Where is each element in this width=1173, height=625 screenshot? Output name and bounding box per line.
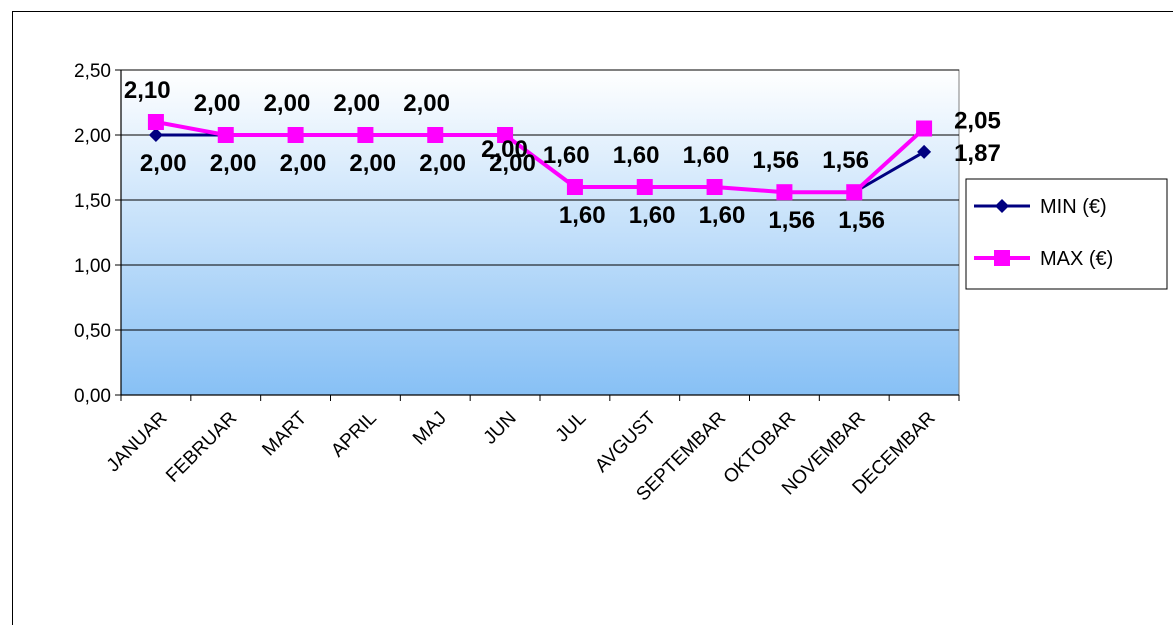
x-tick-label: JUN	[480, 408, 521, 449]
min-data-label: 1,87	[954, 140, 1001, 167]
max-data-label: 2,00	[264, 90, 311, 117]
max-data-label: 1,60	[613, 142, 660, 169]
min-data-label: 1,60	[699, 202, 746, 229]
max-data-label: 2,00	[333, 90, 380, 117]
y-tick-label: 1,50	[74, 191, 111, 212]
y-tick-label: 1,00	[74, 256, 111, 277]
min-data-label: 1,60	[559, 202, 606, 229]
min-data-label: 2,00	[140, 150, 187, 177]
legend-box	[965, 178, 1168, 290]
series-line-max	[155, 120, 926, 195]
y-tick-label: 2,50	[74, 61, 111, 82]
x-tick-label: FEBRUAR	[162, 408, 241, 487]
min-data-label: 2,00	[280, 150, 327, 177]
legend-marker-min	[995, 199, 1009, 213]
y-tick-label: 0,00	[74, 386, 111, 407]
legend-label-min: MIN (€)	[1040, 196, 1107, 218]
min-data-label: 2,00	[349, 150, 396, 177]
max-point	[916, 120, 933, 137]
x-tick-label: JUL	[552, 408, 591, 447]
y-tick-label: 2,00	[74, 126, 111, 147]
max-point	[776, 184, 793, 201]
legend: MIN (€) MAX (€)	[965, 178, 1168, 290]
min-data-label: 1,56	[768, 207, 815, 234]
legend-label-max: MAX (€)	[1040, 248, 1113, 270]
max-point	[636, 179, 653, 195]
x-tick-label: MART	[258, 407, 311, 460]
max-point	[566, 179, 583, 195]
min-data-label: 1,60	[629, 202, 676, 229]
min-data-label: 2,00	[419, 150, 466, 177]
max-data-label: 1,60	[543, 142, 590, 169]
max-point	[706, 179, 723, 195]
x-tick-label: MAJ	[409, 408, 451, 450]
max-data-label: 1,56	[752, 147, 799, 174]
gridlines	[121, 69, 959, 331]
max-data-label: 2,05	[954, 108, 1001, 135]
max-point	[147, 114, 164, 130]
y-tick-label: 0,50	[74, 321, 111, 342]
max-point	[357, 127, 374, 143]
max-data-label: 2,00	[481, 136, 528, 163]
data-labels-group: 2,00 2,00 2,00 2,00 2,00 2,001,60 1,60 1,60 1,56…	[124, 77, 1001, 234]
chart-frame	[12, 11, 1173, 625]
max-point	[427, 127, 444, 143]
max-point	[217, 127, 234, 143]
x-tick-label: JANUAR	[103, 408, 172, 477]
min-point	[148, 128, 163, 142]
axes	[115, 69, 960, 401]
min-data-label: 2,00	[489, 150, 536, 177]
max-data-label: 1,56	[822, 147, 869, 174]
x-tick-label: APRIL	[327, 408, 381, 462]
max-data-label: 2,00	[403, 90, 450, 117]
x-tick-label: AVGUST	[591, 407, 660, 476]
legend-marker-max	[994, 250, 1010, 266]
max-point	[846, 184, 863, 201]
series-group	[147, 114, 933, 201]
max-data-label: 2,10	[124, 77, 171, 104]
max-point	[497, 127, 514, 143]
min-data-label: 2,00	[210, 150, 257, 177]
max-data-label: 1,60	[683, 142, 730, 169]
max-data-label: 2,00	[194, 90, 241, 117]
min-data-label: 1,56	[838, 207, 885, 234]
max-point	[287, 127, 304, 143]
min-point	[917, 144, 932, 159]
plot-area	[120, 69, 960, 396]
y-axis-labels: 0,00 0,50 1,00 1,50 2,00 2,50	[74, 61, 111, 407]
